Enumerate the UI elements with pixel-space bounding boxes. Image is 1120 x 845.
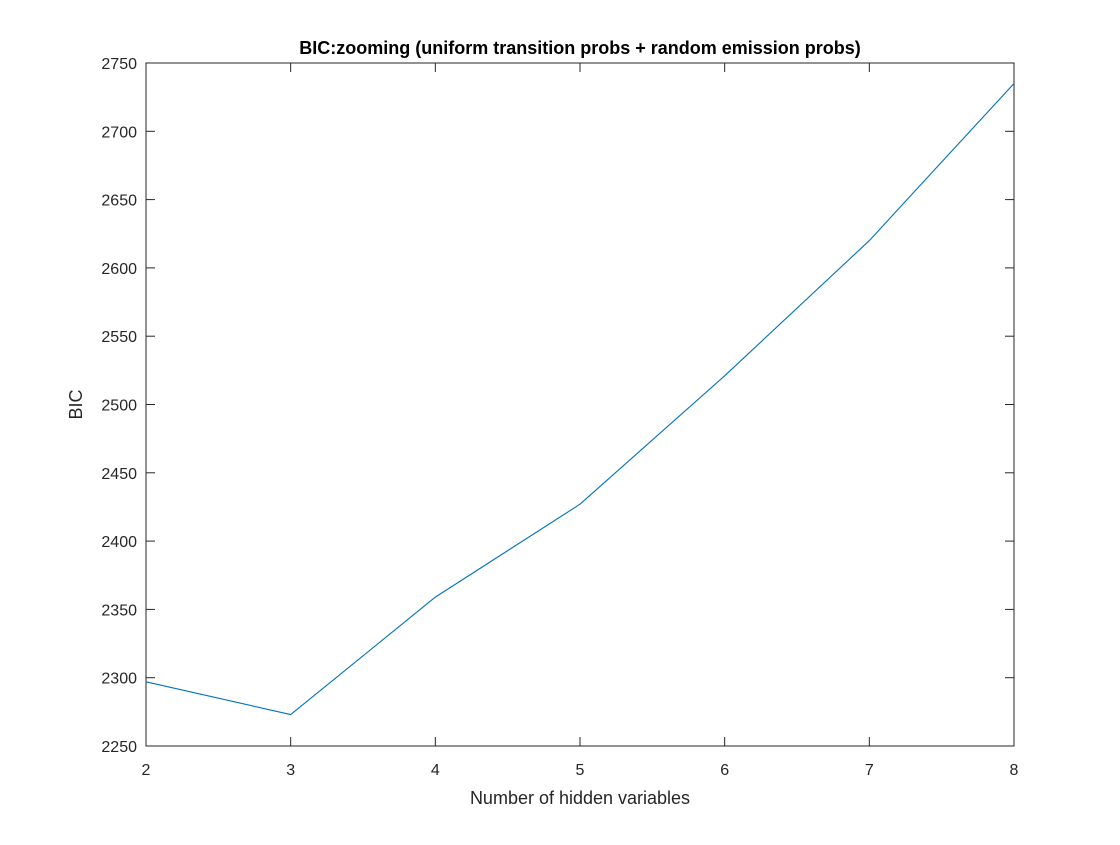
y-tick-label: 2650 [101, 193, 137, 210]
x-tick-label: 6 [720, 762, 729, 779]
y-axis: 2250 2300 2350 2400 2450 2500 2550 2600 2650 2700… [101, 56, 1014, 756]
y-tick-label: 2600 [101, 261, 137, 278]
series-layer [145, 83, 1015, 716]
y-tick-label: 2250 [101, 739, 137, 756]
y-tick-label: 2400 [101, 534, 137, 551]
y-tick-label: 2350 [101, 602, 137, 619]
y-tick-label: 2300 [101, 671, 137, 688]
y-tick-label: 2700 [101, 124, 137, 141]
y-tick-label: 2750 [101, 56, 137, 73]
x-axis: 2 3 4 5 6 7 8 [142, 63, 1019, 779]
x-tick-label: 3 [286, 762, 295, 779]
x-tick-label: 4 [431, 762, 440, 779]
x-axis-label: Number of hidden variables [470, 788, 690, 808]
x-tick-label: 8 [1010, 762, 1019, 779]
series-line-0 [145, 83, 1015, 716]
y-tick-label: 2500 [101, 398, 137, 415]
chart-title: BIC:zooming (uniform transition probs + … [299, 38, 861, 58]
x-tick-label: 5 [576, 762, 585, 779]
x-tick-label: 7 [865, 762, 874, 779]
y-axis-label: BIC [66, 389, 86, 419]
plot-area-frame [145, 62, 1015, 747]
y-tick-label: 2450 [101, 466, 137, 483]
y-tick-label: 2550 [101, 329, 137, 346]
x-tick-label: 2 [142, 762, 151, 779]
